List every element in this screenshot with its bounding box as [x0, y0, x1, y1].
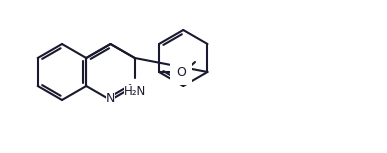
- Text: H₂N: H₂N: [123, 85, 146, 98]
- Text: N: N: [106, 93, 115, 106]
- Text: O: O: [176, 65, 186, 78]
